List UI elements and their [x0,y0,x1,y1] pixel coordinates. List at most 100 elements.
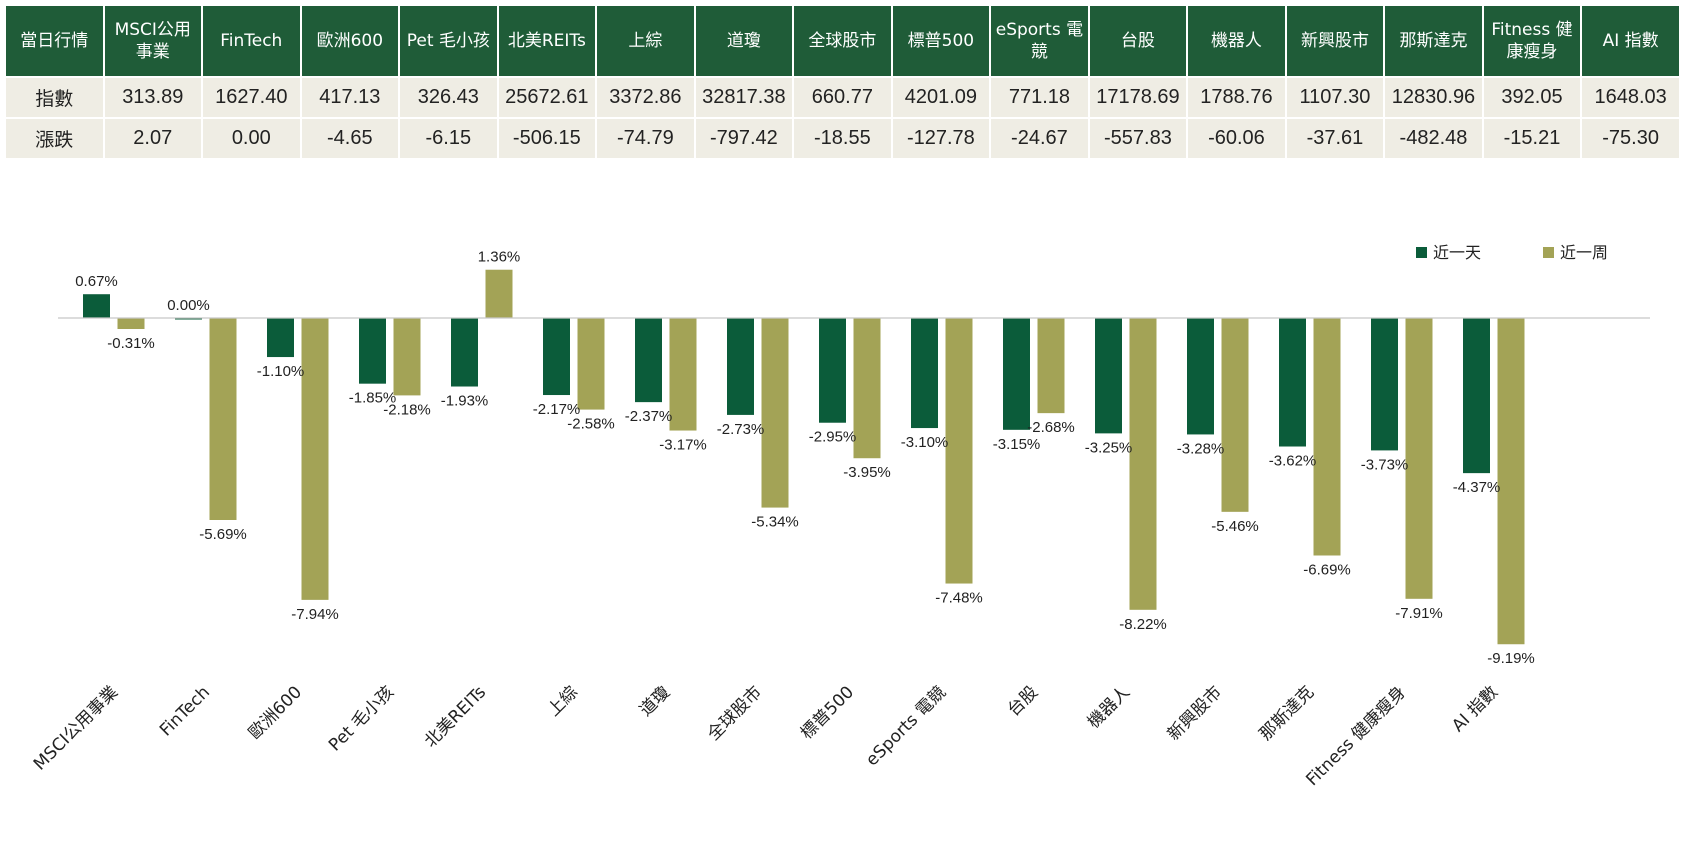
table-cell: -482.48 [1385,119,1482,158]
table-column-header: Fitness 健康瘦身 [1483,6,1581,76]
legend-swatch-1 [1543,247,1554,258]
bar-week-2 [301,318,329,600]
data-label-day-2: -1.10% [257,363,305,380]
bar-week-8 [853,318,881,459]
table-row-label: 指數 [6,78,103,117]
table-column-header: 新興股市 [1286,6,1384,76]
table-cell: 1107.30 [1286,78,1384,117]
data-label-week-15: -9.19% [1487,650,1535,667]
bar-day-9 [911,318,938,429]
table-cell: -127.78 [892,119,990,158]
table-corner-header: 當日行情 [6,6,103,76]
bar-chart: 近一天 近一周 0.67% -0.31% 0.00% -5.69% -1.10% -7.94… [30,243,1650,790]
bar-week-13 [1313,318,1341,556]
bar-day-6 [635,318,662,403]
table-column-header: 那斯達克 [1385,6,1482,76]
data-label-week-11: -8.22% [1119,616,1167,633]
table-cell: -557.83 [1089,119,1187,158]
bar-week-14 [1405,318,1433,599]
chart-legend: 近一天 近一周 [1416,243,1608,262]
x-tick-label: 台股 [1004,682,1042,720]
data-label-week-7: -5.34% [751,514,799,531]
x-tick-label: MSCI公用事業 [30,682,122,774]
table-cell: -797.42 [695,119,793,158]
chart-category-labels: MSCI公用事業 FinTech 歐洲600 Pet 毛小孩 北美REITs 上綜 道瓊 全球… [30,682,1502,790]
bar-day-0 [83,294,110,318]
x-tick-label: 北美REITs [421,682,490,751]
bar-week-9 [945,318,973,584]
data-label-week-5: -2.58% [567,416,615,433]
data-label-week-12: -5.46% [1211,518,1259,535]
table-cell: 392.05 [1483,78,1581,117]
table-cell: 1648.03 [1582,78,1679,117]
x-tick-label: 歐洲600 [245,682,306,743]
table-row-label: 漲跌 [6,119,103,158]
data-label-day-9: -3.10% [901,434,949,451]
data-label-day-15: -4.37% [1453,479,1501,496]
x-tick-label: AI 指數 [1448,682,1502,736]
data-label-day-10: -3.15% [993,436,1041,453]
table-cell: -4.65 [301,119,399,158]
x-tick-label: Fitness 健康瘦身 [1302,682,1410,790]
table-column-header: FinTech [203,6,300,76]
table-cell: -60.06 [1188,119,1285,158]
bar-day-8 [819,318,846,423]
x-tick-label: 機器人 [1084,682,1134,732]
bar-day-7 [727,318,754,415]
bar-week-15 [1497,318,1525,645]
x-tick-label: FinTech [156,682,214,740]
x-tick-label: 新興股市 [1164,682,1226,744]
table-row: 漲跌 2.07 0.00 -4.65 -6.15 -506.15 -74.79 -797.42… [6,119,1679,158]
table-cell: 417.13 [301,78,399,117]
data-label-week-0: -0.31% [107,335,155,352]
data-label-week-8: -3.95% [843,464,891,481]
table-cell: 25672.61 [498,78,596,117]
bar-week-6 [669,318,697,431]
data-label-day-3: -1.85% [349,390,397,407]
table-cell: 3372.86 [597,78,694,117]
table-cell: 326.43 [400,78,497,117]
bar-week-4 [485,269,513,318]
table-column-header: AI 指數 [1582,6,1679,76]
table-header-row: 當日行情 MSCI公用事業 FinTech 歐洲600 Pet 毛小孩 北美REITs 上… [6,6,1679,76]
legend-label-0: 近一天 [1433,243,1481,262]
table-cell: 660.77 [794,78,891,117]
chart-bars [83,269,1525,645]
bar-week-1 [209,318,237,520]
bar-day-11 [1095,318,1122,434]
table-cell: 12830.96 [1385,78,1482,117]
table-cell: -74.79 [597,119,694,158]
data-label-week-6: -3.17% [659,437,707,454]
data-label-day-8: -2.95% [809,429,857,446]
data-label-day-1: 0.00% [167,297,210,314]
bar-day-1 [175,318,202,320]
legend-swatch-0 [1416,247,1427,258]
table-column-header: MSCI公用事業 [104,6,202,76]
table-column-header: 台股 [1089,6,1187,76]
bar-week-5 [577,318,605,410]
bar-day-10 [1003,318,1030,430]
data-label-day-14: -3.73% [1361,456,1409,473]
chart-value-labels: 0.67% -0.31% 0.00% -5.69% -1.10% -7.94% -1.85%… [75,249,1535,668]
data-label-day-6: -2.37% [625,408,673,425]
x-tick-label: 道瓊 [636,682,674,720]
data-label-week-14: -7.91% [1395,605,1443,622]
bar-week-10 [1037,318,1065,414]
data-label-week-3: -2.18% [383,401,431,418]
table-column-header: 道瓊 [695,6,793,76]
bar-week-11 [1129,318,1157,610]
bar-day-14 [1371,318,1398,451]
data-label-day-7: -2.73% [717,421,765,438]
table-cell: -75.30 [1582,119,1679,158]
data-label-day-4: -1.93% [441,393,489,410]
table-column-header: 北美REITs [498,6,596,76]
table-cell: 2.07 [104,119,202,158]
data-label-week-4: 1.36% [478,249,521,266]
table-cell: 1788.76 [1188,78,1285,117]
table-column-header: 歐洲600 [301,6,399,76]
table-cell: -506.15 [498,119,596,158]
table-cell: -24.67 [991,119,1088,158]
bar-day-2 [267,318,294,358]
data-label-day-0: 0.67% [75,273,118,290]
data-label-week-1: -5.69% [199,526,247,543]
